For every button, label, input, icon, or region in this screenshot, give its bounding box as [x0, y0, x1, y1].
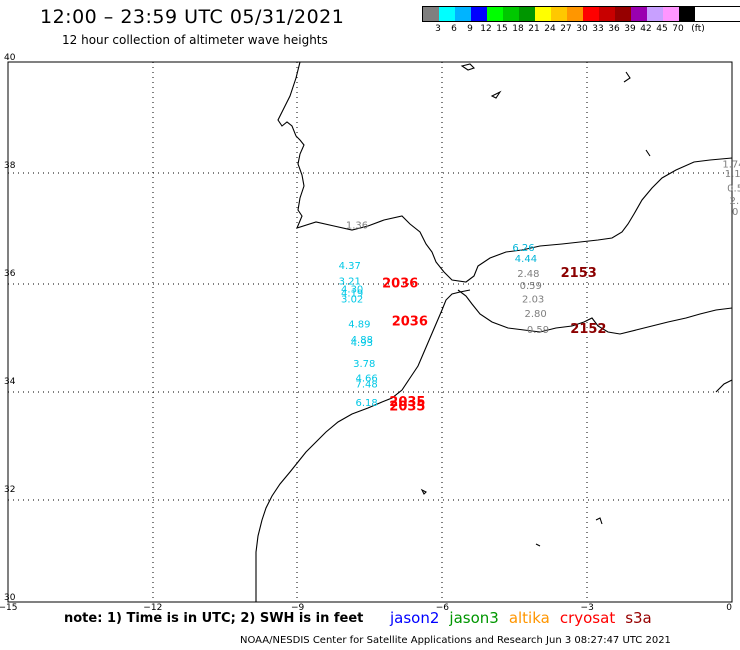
- legend-swatch: [567, 7, 583, 21]
- latitude-tick-label: 30: [4, 593, 16, 603]
- wave-height-value: 2.48: [517, 269, 539, 280]
- legend-swatch: [615, 7, 631, 21]
- legend-label: 15: [496, 24, 508, 34]
- legend-label: 21: [528, 24, 540, 34]
- graticule: [8, 62, 732, 602]
- wave-height-value: 4.30: [341, 285, 363, 296]
- legend-swatch: [647, 7, 663, 21]
- wave-height-value: 2.: [730, 196, 740, 207]
- legend-swatch: [455, 7, 471, 21]
- longitude-tick-labels: −15 −12 −9 −6 −3 0: [0, 603, 732, 613]
- legend-swatch: [439, 7, 455, 21]
- wave-height-value: 4.66: [356, 374, 378, 385]
- wave-height-value: 0: [732, 207, 738, 218]
- map-title: 12:00 – 23:59 UTC 05/31/2021: [40, 6, 345, 28]
- legend-label: 3: [435, 24, 441, 34]
- longitude-tick-label: 0: [726, 603, 732, 613]
- observation-labels: 1.741.140.52.01.366.264.442.480.592.032.…: [339, 159, 740, 414]
- latitude-tick-labels: 40 38 36 34 32 30: [4, 53, 16, 603]
- satellite-jason3-label: jason3: [449, 609, 499, 627]
- legend-swatch: [535, 7, 551, 21]
- legend-label: 9: [467, 24, 473, 34]
- wave-height-value: 4.93: [351, 338, 373, 349]
- map-subtitle: 12 hour collection of altimeter wave hei…: [62, 33, 328, 47]
- legend-swatch: [519, 7, 535, 21]
- wave-height-value: 2.03: [522, 294, 544, 305]
- wave-height-value: 1.14: [725, 169, 740, 180]
- footer-credit: NOAA/NESDIS Center for Satellite Applica…: [240, 635, 671, 646]
- wave-height-color-legend: 3 6 9 12 15 18 21 24 27 30 33 36 39 42 45 70 (ft): [422, 6, 740, 34]
- wave-height-value: 4.19: [341, 288, 363, 299]
- legend-swatch: [631, 7, 647, 21]
- legend-label: 70: [672, 24, 684, 34]
- longitude-tick-label: −6: [436, 603, 450, 613]
- legend-label: 42: [640, 24, 652, 34]
- legend-color-bar: [422, 6, 740, 22]
- legend-label: 12: [480, 24, 492, 34]
- legend-swatch: [487, 7, 503, 21]
- pass-time-label: 2036: [392, 315, 428, 330]
- pass-time-label: 2035: [389, 399, 425, 414]
- legend-label: 18: [512, 24, 524, 34]
- legend-swatch: [679, 7, 695, 21]
- legend-label: 36: [608, 24, 620, 34]
- wave-height-value: 3.78: [353, 359, 375, 370]
- satellite-s3a-label: s3a: [625, 609, 652, 627]
- pass-time-label: 2153: [561, 266, 597, 281]
- coastline: [255, 61, 733, 602]
- legend-swatch: [599, 7, 615, 21]
- wave-height-value: 3.21: [339, 276, 361, 287]
- longitude-tick-label: −15: [0, 603, 18, 613]
- satellite-legend: jason2 jason3 altika cryosat s3a: [390, 609, 652, 627]
- legend-label: 30: [576, 24, 588, 34]
- wave-height-value: 6.26: [512, 243, 534, 254]
- pass-time-label: 2036: [382, 277, 418, 292]
- legend-swatch: [471, 7, 487, 21]
- wave-height-value: 7.48: [356, 380, 378, 391]
- legend-label: (ft): [691, 24, 705, 34]
- legend-swatch: [423, 7, 439, 21]
- wave-height-value: 4.89: [348, 320, 370, 331]
- legend-swatch: [583, 7, 599, 21]
- wave-height-value: 0.59: [527, 325, 549, 336]
- footer-note: note: 1) Time is in UTC; 2) SWH is in fe…: [64, 611, 364, 626]
- longitude-tick-label: −9: [291, 603, 305, 613]
- wave-height-value: 6.18: [356, 398, 378, 409]
- wave-height-value: 3.02: [341, 294, 363, 305]
- wave-height-value: 4.88: [351, 335, 373, 346]
- wave-height-value: 4.44: [515, 254, 537, 265]
- latitude-tick-label: 32: [4, 485, 15, 495]
- legend-label: 27: [560, 24, 572, 34]
- wave-height-value: 0.5: [727, 184, 740, 195]
- wave-height-value: 1.74: [722, 159, 740, 170]
- pass-time-label: 2035: [389, 395, 425, 410]
- legend-label: 33: [592, 24, 604, 34]
- legend-label: 45: [656, 24, 668, 34]
- wave-height-value: 0.59: [520, 281, 542, 292]
- satellite-jason2-label: jason2: [390, 609, 440, 627]
- latitude-tick-label: 34: [4, 377, 16, 387]
- satellite-altika-label: altika: [508, 609, 550, 627]
- legend-label: 24: [544, 24, 556, 34]
- map-frame: [7, 61, 733, 603]
- legend-label: 6: [451, 24, 457, 34]
- longitude-tick-label: −12: [143, 603, 162, 613]
- latitude-tick-label: 36: [4, 269, 16, 279]
- legend-swatch: [663, 7, 679, 21]
- wave-height-value: 4.37: [339, 261, 361, 272]
- wave-height-value: 1.36: [346, 220, 368, 231]
- wave-height-value: 2.80: [524, 309, 546, 320]
- pass-time-label: 2152: [570, 322, 606, 337]
- latitude-tick-label: 38: [4, 161, 16, 171]
- legend-label: 39: [624, 24, 636, 34]
- legend-swatch: [551, 7, 567, 21]
- longitude-tick-label: −3: [581, 603, 594, 613]
- legend-swatch: [503, 7, 519, 21]
- legend-labels: 3 6 9 12 15 18 21 24 27 30 33 36 39 42 45 70 (ft): [422, 22, 740, 34]
- latitude-tick-label: 40: [4, 53, 16, 63]
- satellite-cryosat-label: cryosat: [559, 609, 616, 627]
